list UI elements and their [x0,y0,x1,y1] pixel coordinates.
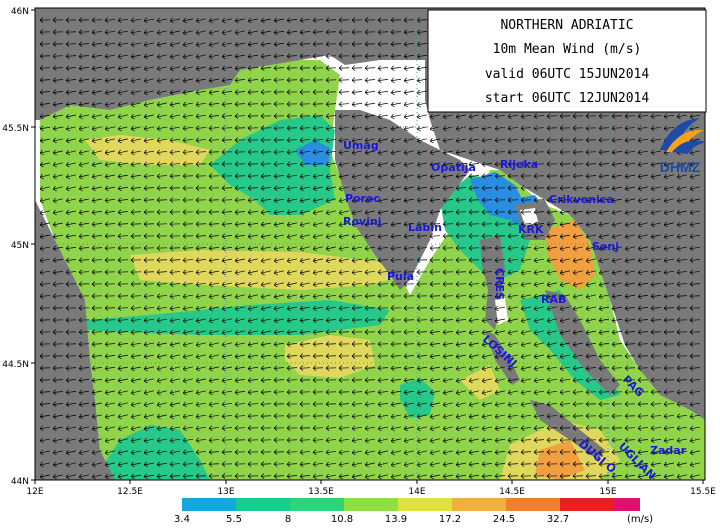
x-tick-12e: 12E [26,487,43,497]
legend-swatches [182,498,640,511]
y-tick-44-5n: 44.5N [2,360,29,370]
x-tick-13e: 13E [217,487,234,497]
title-box: NORTHERN ADRIATIC 10m Mean Wind (m/s) va… [428,10,706,112]
color-legend: 3.4 5.5 8 10.8 13.9 17.2 24.5 32.7 (m/s) [174,498,653,525]
x-tick-14-5e: 14.5E [499,487,525,497]
place-crikvenica: Crikvenica [549,193,614,206]
x-tick-12-5e: 12.5E [117,487,143,497]
legend-value-5: 17.2 [439,514,461,525]
x-tick-15e: 15E [599,487,616,497]
x-tick-13-5e: 13.5E [308,487,334,497]
title-line-1: NORTHERN ADRIATIC [500,18,633,33]
legend-value-7: 32.7 [547,514,569,525]
legend-value-1: 5.5 [226,514,242,525]
legend-swatch-2 [290,498,344,511]
legend-swatch-7 [560,498,614,511]
legend-value-2: 8 [285,514,291,525]
legend-swatch-5 [452,498,506,511]
y-tick-45n: 45N [11,241,29,251]
y-tick-44n: 44N [11,477,29,487]
place-zadar: Zadar [650,444,687,457]
legend-value-4: 13.9 [385,514,407,525]
place-rijeka: Rijeka [500,158,538,171]
legend-swatch-1 [236,498,290,511]
dhmz-logo-text: DHMZ [660,159,701,175]
legend-swatch-8 [614,498,640,511]
legend-swatch-3 [344,498,398,511]
place-labin: Labin [408,221,442,234]
place-porec: Porec [345,192,380,205]
legend-swatch-4 [398,498,452,511]
y-tick-45-5n: 45.5N [2,124,29,134]
title-line-3: valid 06UTC 15JUN2014 [485,67,650,82]
x-tick-15-5e: 15.5E [690,487,716,497]
legend-value-0: 3.4 [174,514,190,525]
title-line-4: start 06UTC 12JUN2014 [485,91,650,106]
place-rab: RAB [541,293,566,306]
x-axis: 12E 12.5E 13E 13.5E 14E 14.5E 15E 15.5E [26,480,716,497]
place-krk: KRK [518,223,544,236]
y-tick-46n: 46N [11,7,29,17]
place-cres: CRES [493,268,506,300]
title-line-2: 10m Mean Wind (m/s) [493,42,642,57]
legend-value-6: 24.5 [493,514,515,525]
place-senj: Senj [592,240,619,253]
place-umag: Umag [343,139,379,152]
legend-swatch-0 [182,498,236,511]
place-rovinj: Rovinj [343,215,382,228]
legend-value-3: 10.8 [331,514,353,525]
y-axis: 46N 45.5N 45N 44.5N 44N [2,7,35,487]
legend-swatch-6 [506,498,560,511]
place-opatija: Opatija [431,161,476,174]
place-pula: Pula [387,270,414,283]
legend-unit: (m/s) [627,514,653,525]
x-tick-14e: 14E [408,487,425,497]
